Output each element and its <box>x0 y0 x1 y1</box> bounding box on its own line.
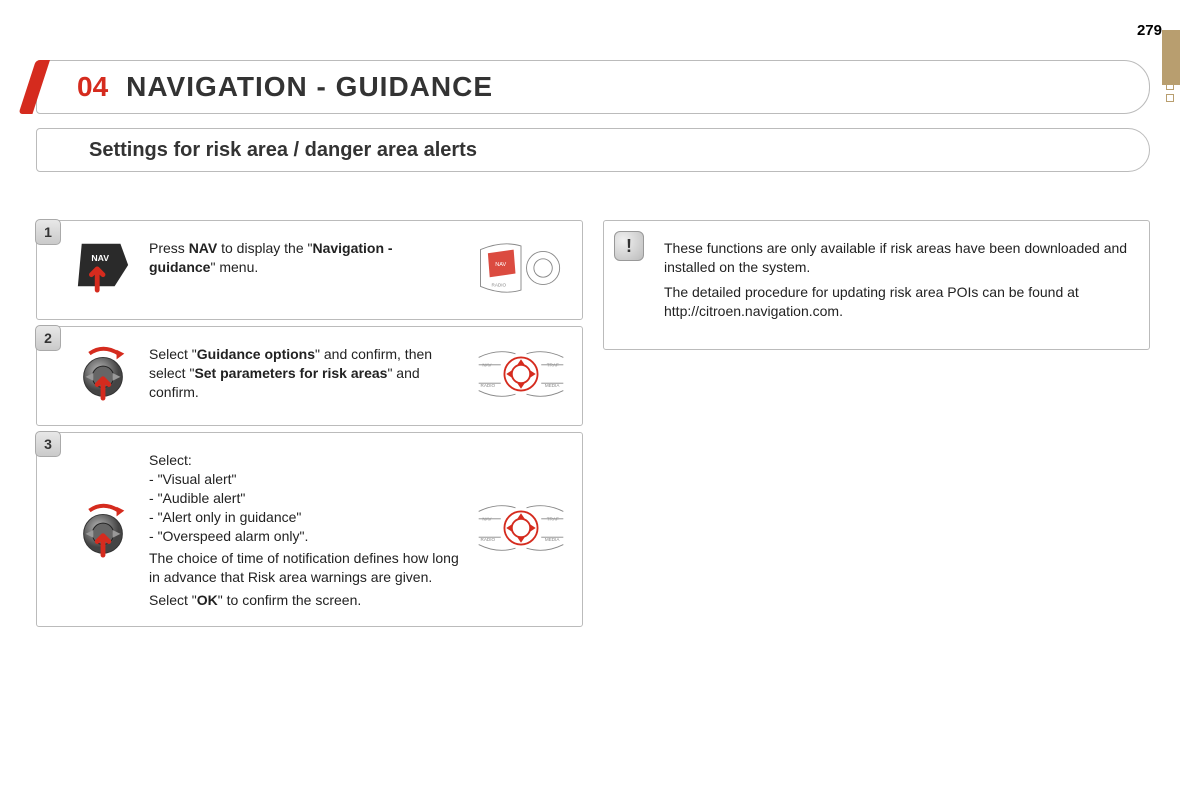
svg-text:NAV: NAV <box>495 262 506 268</box>
step-text: Select: "Visual alert" "Audible alert" "… <box>149 445 459 610</box>
step-badge: 1 <box>35 219 61 245</box>
steps-column: 1 NAV Press NAV to display the "Navigati… <box>36 220 583 633</box>
svg-text:NAV: NAV <box>482 516 492 521</box>
info-column: ! These functions are only available if … <box>603 220 1150 633</box>
dial-icon <box>71 339 135 403</box>
svg-text:MEDIA: MEDIA <box>544 536 559 541</box>
panel-diagram: NAV TRAF RADIO MEDIA <box>473 339 568 409</box>
section-title-bar: 04 NAVIGATION - GUIDANCE <box>36 60 1150 114</box>
corner-accent <box>1162 30 1180 85</box>
svg-text:NAV: NAV <box>482 363 492 368</box>
info-icon: ! <box>614 231 644 261</box>
svg-text:TRAF: TRAF <box>546 363 558 368</box>
nav-button-icon: NAV <box>71 233 135 297</box>
step-3: 3 Select: "Visual aler <box>36 432 583 627</box>
page-number: 279 <box>1137 22 1162 39</box>
info-paragraph: The detailed procedure for updating risk… <box>664 283 1129 321</box>
corner-decor <box>1166 82 1174 102</box>
content-columns: 1 NAV Press NAV to display the "Navigati… <box>36 220 1150 633</box>
section-title: NAVIGATION - GUIDANCE <box>126 71 493 103</box>
panel-diagram: NAV TRAF RADIO MEDIA <box>473 493 568 563</box>
step-1: 1 NAV Press NAV to display the "Navigati… <box>36 220 583 320</box>
step-2: 2 Select "Guidance options" and confirm, <box>36 326 583 426</box>
panel-diagram: NAV RADIO <box>473 233 568 303</box>
svg-text:TRAF: TRAF <box>546 516 558 521</box>
subtitle-text: Settings for risk area / danger area ale… <box>89 139 477 162</box>
svg-text:MEDIA: MEDIA <box>544 383 559 388</box>
step-badge: 2 <box>35 325 61 351</box>
dial-icon <box>71 496 135 560</box>
svg-text:RADIO: RADIO <box>491 282 506 287</box>
subtitle-bar: Settings for risk area / danger area ale… <box>36 128 1150 172</box>
section-number: 04 <box>77 71 108 103</box>
info-box: ! These functions are only available if … <box>603 220 1150 350</box>
svg-text:RADIO: RADIO <box>480 536 495 541</box>
svg-text:NAV: NAV <box>91 253 109 263</box>
option-list: "Visual alert" "Audible alert" "Alert on… <box>149 470 459 546</box>
step-text: Press NAV to display the "Navigation - g… <box>149 233 459 277</box>
step-badge: 3 <box>35 431 61 457</box>
info-paragraph: These functions are only available if ri… <box>664 239 1129 277</box>
svg-text:RADIO: RADIO <box>480 383 495 388</box>
step-text: Select "Guidance options" and confirm, t… <box>149 339 459 402</box>
